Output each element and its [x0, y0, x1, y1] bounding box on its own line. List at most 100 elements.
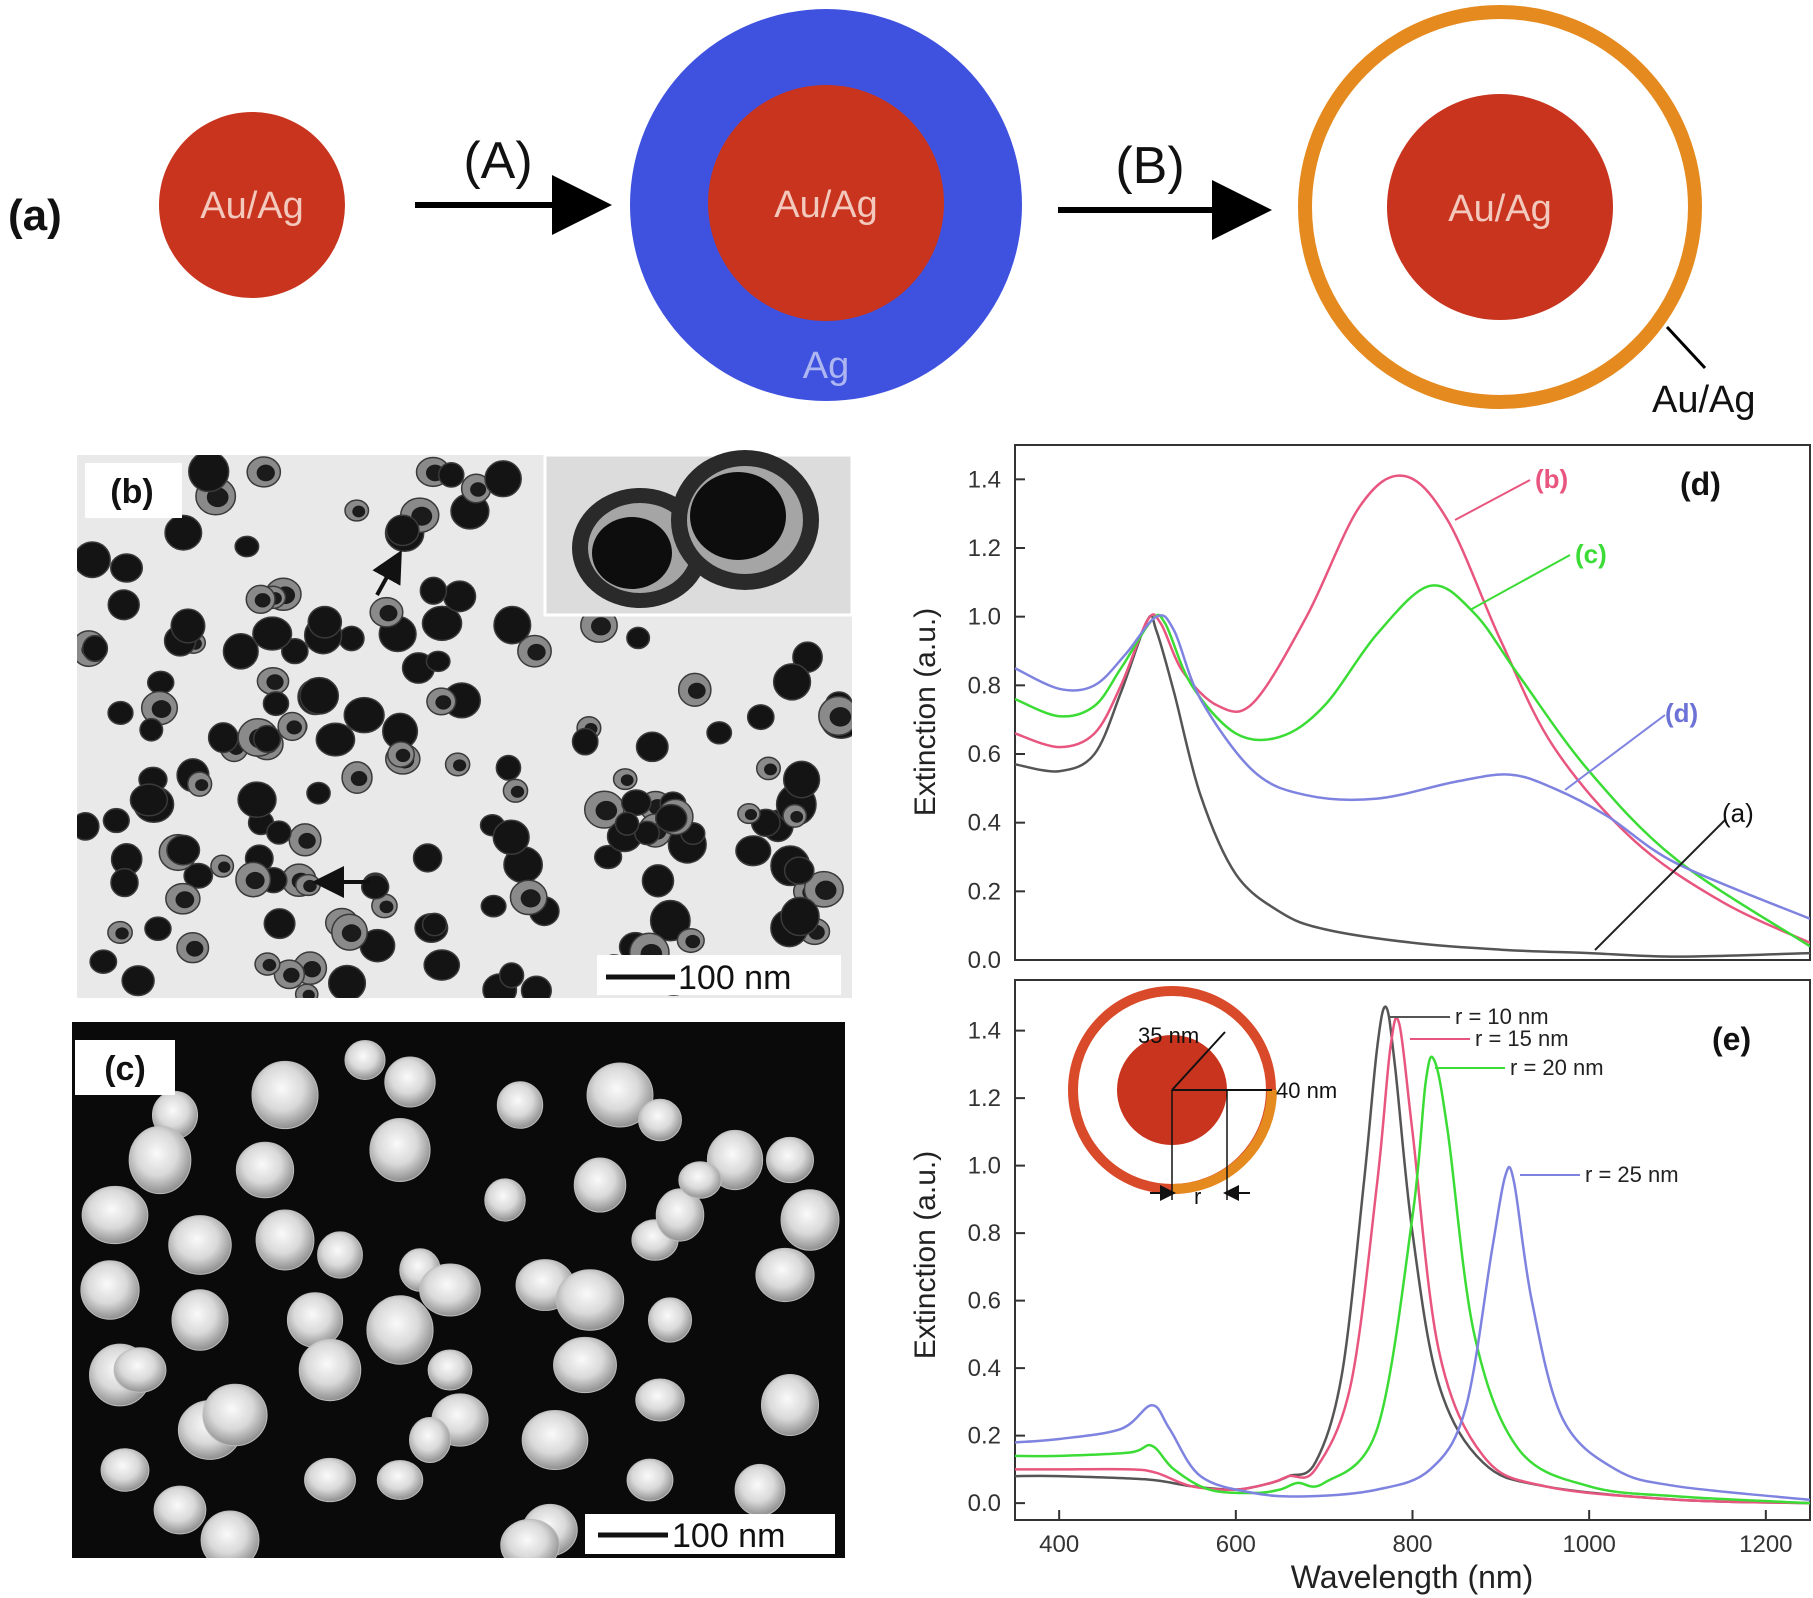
tem-particle — [222, 632, 259, 670]
sem-particle — [521, 1410, 589, 1470]
y-tick-label: 0.8 — [968, 1220, 1001, 1247]
y-tick-label: 0.0 — [968, 947, 1001, 974]
tem-particle-core — [520, 889, 541, 908]
sem-particle — [635, 1378, 685, 1422]
sem-particle — [255, 1209, 315, 1271]
y-tick-label: 1.4 — [968, 1018, 1001, 1045]
tem-particle — [495, 754, 522, 781]
step-b-label: (B) — [1115, 137, 1184, 195]
tem-particle — [746, 704, 775, 731]
tem-particle — [498, 962, 525, 989]
panel-c-sem-image: (c) 100 nm — [72, 1022, 845, 1558]
y-tick-label: 0.2 — [968, 878, 1001, 905]
tem-particle-core — [591, 617, 611, 636]
annot-d-a-leader — [1594, 819, 1726, 951]
y-tick-label: 1.4 — [968, 466, 1001, 493]
tem-particle — [614, 811, 640, 836]
tem-particle-core — [829, 707, 852, 727]
series-line-d-0 — [1015, 614, 1810, 958]
tem-particle-core — [266, 674, 284, 690]
y-tick-label: 1.0 — [968, 604, 1001, 631]
tem-particle — [307, 605, 343, 639]
tem-particle — [263, 908, 296, 940]
tem-arrow-1 — [372, 549, 402, 596]
panel-a-label: (a) — [8, 191, 62, 240]
tem-particle — [520, 975, 552, 998]
tem-particle-core — [254, 593, 271, 608]
tem-particle — [237, 781, 277, 819]
tem-particle — [207, 722, 239, 754]
sem-particle — [760, 1374, 820, 1436]
sem-particle — [555, 1269, 625, 1331]
y-tick-label: 0.8 — [968, 672, 1001, 699]
chart-e-panel-label: (e) — [1712, 1021, 1751, 1057]
y-tick-label: 0.0 — [968, 1490, 1001, 1517]
tem-particle — [327, 964, 367, 998]
tem-particle-core — [685, 934, 701, 949]
sem-particle — [251, 1060, 319, 1130]
tem-particle — [620, 789, 652, 817]
chart-d-frame — [1014, 444, 1811, 961]
chart-e-inset: 35 nm 40 nm r — [1068, 986, 1337, 1209]
tem-particle — [129, 783, 169, 817]
tem-particle — [412, 843, 443, 873]
panel-b-tem-image: (b) 100 nm — [77, 450, 854, 998]
sem-particle — [655, 1188, 705, 1242]
sem-particle — [317, 1231, 363, 1279]
sem-particle — [755, 1247, 815, 1303]
tem-particle — [626, 626, 651, 650]
tem-particle-core — [302, 989, 315, 998]
inset-label-40nm: 40 nm — [1276, 1078, 1337, 1103]
tem-particle — [484, 460, 522, 498]
tem-particle — [480, 894, 507, 918]
chart-d: 0.0 0.2 0.4 0.6 0.8 1.0 1.2 1.4 Extinction (a.u… — [909, 444, 1811, 974]
panel-c-scale-text: 100 nm — [672, 1517, 785, 1555]
tem-particle — [423, 949, 461, 981]
sem-particle — [200, 1510, 260, 1558]
tem-particle-core — [595, 800, 618, 821]
sem-particle — [734, 1463, 786, 1517]
tem-particle-core — [283, 967, 300, 983]
tem-particle-core — [206, 487, 229, 508]
sem-particle — [369, 1117, 431, 1183]
tem-particle — [146, 670, 175, 695]
tem-particle — [144, 916, 172, 942]
tem-particle — [139, 717, 164, 742]
sem-particle — [766, 1136, 814, 1184]
tem-particle — [421, 912, 448, 937]
sem-particle — [573, 1157, 627, 1213]
tem-particle-core — [175, 891, 195, 909]
tem-particle — [492, 819, 530, 856]
step-a-label: (A) — [463, 132, 532, 190]
tem-particle — [493, 605, 532, 645]
tem-particle — [110, 867, 139, 898]
hollow-core — [1387, 94, 1613, 320]
tem-particle-core — [286, 720, 302, 735]
sem-particle — [626, 1458, 674, 1502]
panel-c-label-box — [75, 1040, 175, 1095]
tem-particle — [107, 589, 140, 621]
panel-b-label-box — [85, 463, 182, 518]
tem-particle — [234, 535, 260, 558]
tem-particle-core — [379, 605, 398, 622]
series-line-e-1 — [1015, 1016, 1810, 1505]
annot-d-c: (c) — [1575, 539, 1607, 569]
sem-particle — [553, 1336, 617, 1394]
sem-particle — [409, 1417, 451, 1463]
tem-particle — [385, 514, 420, 547]
coated-core — [708, 85, 944, 321]
series-line-e-2 — [1015, 1055, 1810, 1505]
series-line-e-3 — [1015, 1165, 1810, 1502]
x-tick-label: 800 — [1392, 1531, 1432, 1558]
chart-d-panel-label: (d) — [1680, 466, 1721, 502]
chart-d-ylabel: Extinction (a.u.) — [909, 608, 942, 816]
sem-particle — [496, 1081, 544, 1129]
y-tick-label: 0.6 — [968, 1288, 1001, 1315]
tem-particle — [281, 637, 309, 665]
tem-particle — [77, 541, 111, 579]
y-tick-label: 1.2 — [968, 535, 1001, 562]
tem-particle — [252, 616, 293, 651]
annot-d-a: (a) — [1722, 798, 1754, 828]
tem-particle-core — [790, 811, 804, 823]
x-tick-label: 1200 — [1739, 1531, 1792, 1558]
